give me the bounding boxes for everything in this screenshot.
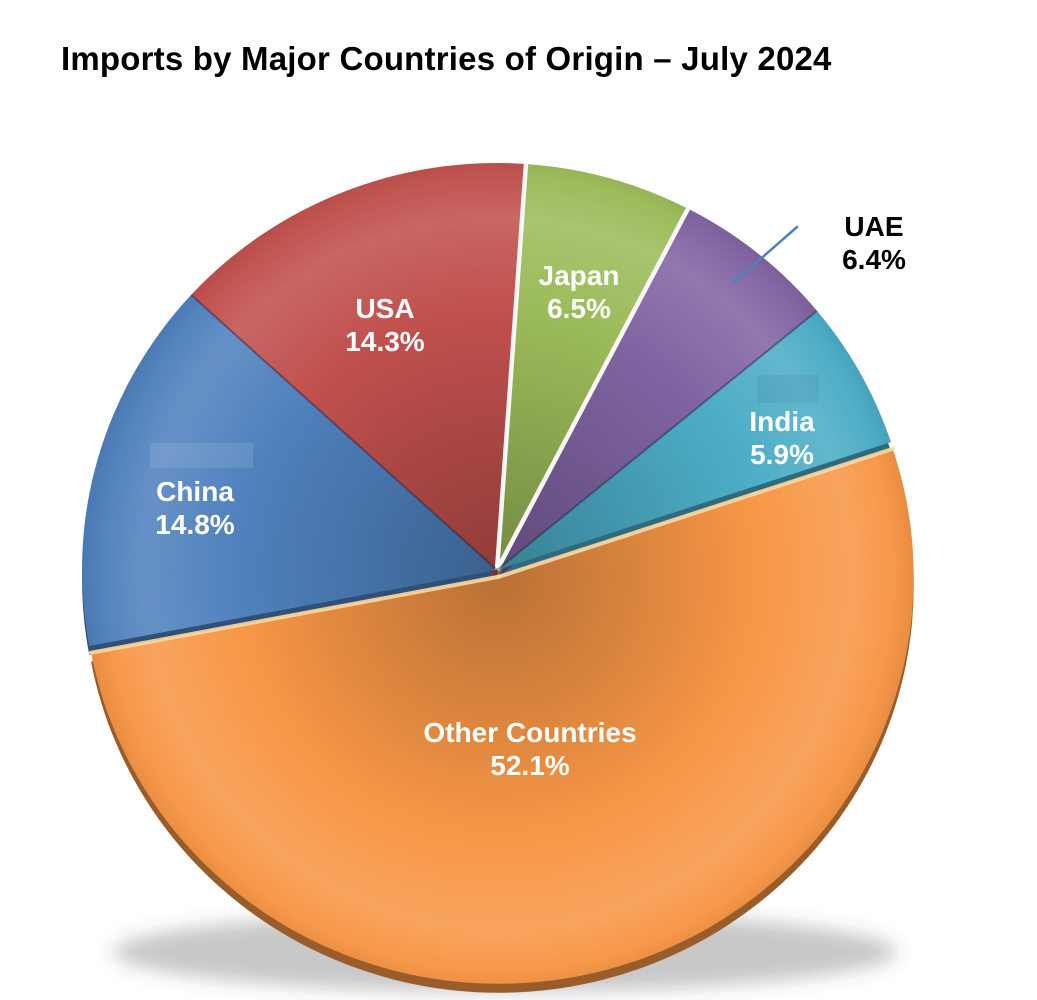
artifact-patch [150,443,253,468]
slice-separator-light [495,207,690,572]
leader-line-uae [731,225,799,285]
artifact-patch [757,375,819,403]
chart-title: Imports by Major Countries of Origin – J… [61,40,832,77]
pie-slice-uae [497,208,817,571]
pie-slice-usa [191,162,526,570]
slice-edge-glow [496,446,895,579]
slice-separator-light [494,163,529,571]
pie-slice-japan [497,163,688,570]
slice-separator-dark [190,294,498,571]
pie-slice-other-countries [91,448,914,984]
slice-edge-glow [89,574,501,655]
pie-slice-india [497,310,891,570]
pie-slice-china [82,294,497,646]
slice-separator-dark [496,310,818,571]
